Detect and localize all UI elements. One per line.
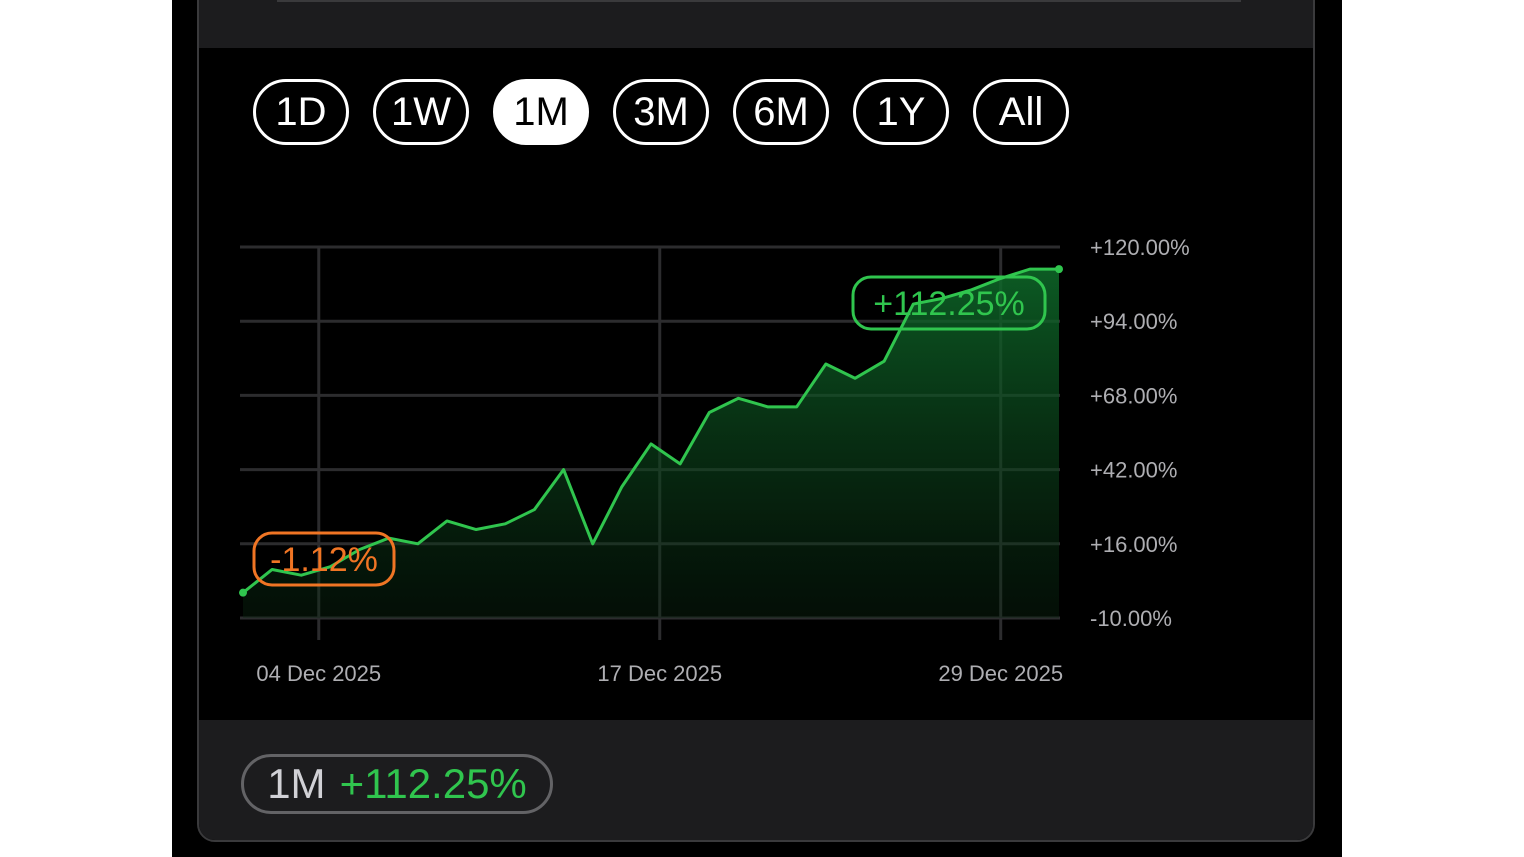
range-button-1y[interactable]: 1Y xyxy=(853,79,949,145)
range-selector: 1D 1W 1M 3M 6M 1Y All xyxy=(253,79,1069,145)
range-button-1w[interactable]: 1W xyxy=(373,79,469,145)
high-annotation-box xyxy=(851,275,1047,331)
summary-change-value: +112.25% xyxy=(339,760,527,807)
summary-pill: 1M +112.25% xyxy=(241,754,553,814)
y-tick-label: +94.00% xyxy=(1090,309,1177,334)
y-tick-label: +120.00% xyxy=(1090,235,1190,260)
range-button-6m[interactable]: 6M xyxy=(733,79,829,145)
end-point xyxy=(1055,265,1063,274)
low-annotation-box xyxy=(252,531,396,587)
range-button-all[interactable]: All xyxy=(973,79,1069,145)
card-footer xyxy=(199,720,1313,840)
y-tick-label: +42.00% xyxy=(1090,458,1177,483)
y-tick-label: -10.00% xyxy=(1090,606,1172,631)
y-tick-label: +68.00% xyxy=(1090,383,1177,408)
series-area xyxy=(243,269,1059,618)
x-tick-label: 29 Dec 2025 xyxy=(938,661,1063,686)
low-annotation-label: -1.12% xyxy=(270,541,378,579)
start-point xyxy=(239,588,247,597)
card-header xyxy=(199,0,1313,48)
header-divider xyxy=(277,0,1241,2)
series-line xyxy=(242,267,1059,594)
summary-range-label: 1M xyxy=(267,760,326,807)
range-button-1m[interactable]: 1M xyxy=(493,79,589,145)
high-annotation-label: +112.25% xyxy=(873,285,1025,323)
x-tick-label: 17 Dec 2025 xyxy=(597,661,722,686)
range-button-1d[interactable]: 1D xyxy=(253,79,349,145)
y-tick-label: +16.00% xyxy=(1090,532,1177,557)
range-button-3m[interactable]: 3M xyxy=(613,79,709,145)
x-tick-label: 04 Dec 2025 xyxy=(256,661,381,686)
